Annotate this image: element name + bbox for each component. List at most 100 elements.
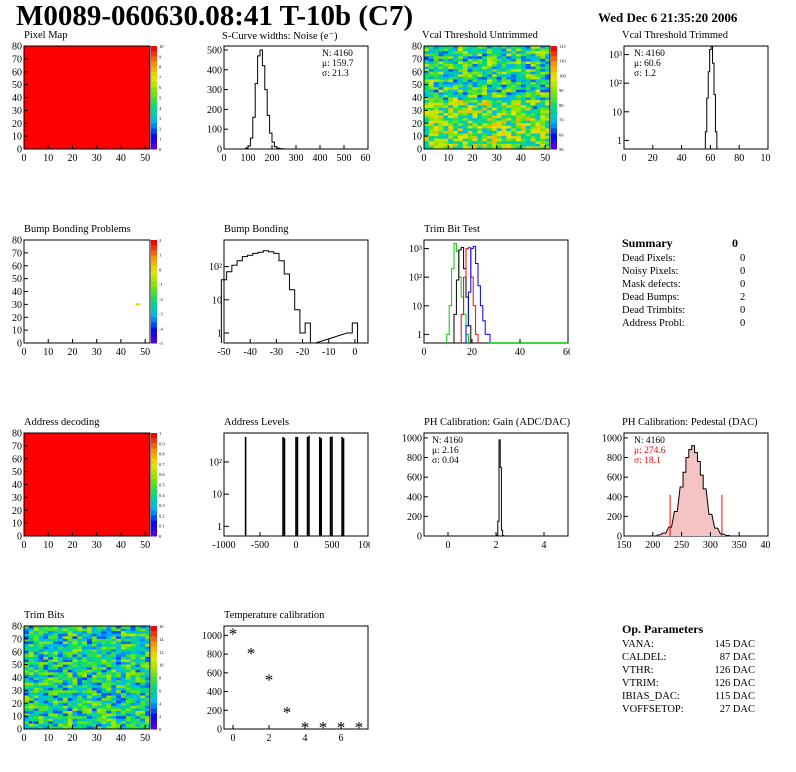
x-tick-label: 40: [116, 347, 126, 358]
heatmap-cell: [140, 651, 146, 655]
heatmap-cell: [24, 726, 30, 730]
heatmap-cell: [135, 641, 141, 645]
heatmap-cell: [48, 726, 54, 730]
heatmap-cell: [130, 672, 136, 676]
heatmap-cell: [506, 120, 512, 124]
panel-ph-pedestal: PH Calibration: Pedestal (DAC) 150 200 250…: [602, 417, 782, 551]
heatmap-cell: [506, 115, 512, 119]
heatmap-cell: [491, 107, 498, 111]
heatmap-cell: [33, 700, 39, 704]
heatmap-cell: [48, 667, 54, 671]
heatmap-cell: [516, 97, 522, 101]
y-tick-label: 1: [217, 522, 222, 533]
heatmap-cell: [516, 56, 522, 60]
heatmap-cell: [43, 721, 49, 725]
heatmap-cell: [453, 143, 459, 147]
heatmap-cell: [67, 651, 73, 655]
heatmap-cell: [540, 118, 546, 122]
heatmap-cell: [457, 143, 464, 147]
heatmap-cell: [516, 92, 522, 96]
panel-trim-bit-test: Trim Bit Test 020406011010²10³: [409, 224, 584, 358]
heatmap-cell: [101, 659, 107, 663]
heatmap-cell: [33, 626, 39, 629]
palette-cell: [151, 102, 157, 109]
heatmap-cell: [496, 105, 502, 109]
heatmap-cell: [525, 94, 532, 98]
heatmap-cell: [487, 79, 493, 83]
heatmap-cell: [424, 118, 430, 122]
x-tick-label: 20: [467, 347, 477, 358]
heatmap-cell: [28, 669, 35, 673]
summary-label: Address Probl:: [622, 318, 685, 329]
palette-cell: [151, 112, 157, 119]
plot-frame: [223, 239, 369, 344]
heatmap-cell: [82, 654, 88, 658]
heatmap-cell: [24, 713, 30, 717]
heatmap-cell: [520, 53, 527, 57]
heatmap-cell: [28, 656, 35, 660]
x-tick-label: 50: [140, 347, 150, 358]
heatmap-cell: [48, 695, 54, 699]
heatmap-cell: [140, 628, 146, 632]
heatmap-cell: [433, 105, 439, 109]
heatmap-cell: [38, 628, 44, 632]
heatmap-cell: [96, 718, 102, 722]
heatmap-cell: [130, 656, 136, 660]
heatmap-cell: [57, 703, 64, 707]
heatmap-cell: [525, 130, 532, 134]
heatmap-cell: [91, 705, 98, 709]
heatmap-cell: [77, 646, 83, 650]
heatmap-cell: [491, 61, 498, 65]
palette-cell: [551, 87, 557, 93]
heatmap-cell: [67, 698, 73, 702]
heatmap-cell: [24, 662, 30, 666]
heatmap-cell: [120, 713, 127, 717]
heatmap-cell: [443, 110, 449, 114]
heatmap-cell: [111, 667, 117, 671]
heatmap-cell: [67, 649, 73, 653]
panel-title: Address decoding: [24, 417, 100, 428]
heatmap-cell: [535, 105, 541, 109]
palette-tick-label: -3: [159, 312, 163, 317]
heatmap-cell: [462, 120, 469, 124]
heatmap-cell: [433, 115, 439, 119]
heatmap-cell: [57, 716, 64, 720]
heatmap-cell: [462, 102, 469, 106]
heatmap-cell: [116, 700, 122, 704]
heatmap-cell: [57, 695, 64, 699]
heatmap-cell: [145, 700, 151, 704]
heatmap-cell: [24, 698, 30, 702]
heatmap-cell: [482, 123, 488, 127]
heatmap-cell: [48, 631, 54, 635]
heatmap-cell: [482, 110, 488, 114]
heatmap-cell: [72, 626, 78, 629]
trim-bit-test-chart: 020406011010²10³: [409, 239, 570, 358]
heatmap-cell: [130, 682, 136, 686]
heatmap-cell: [501, 143, 507, 147]
heatmap-cell: [457, 74, 464, 78]
heatmap-cell: [448, 146, 454, 150]
heatmap-cell: [48, 680, 54, 684]
heatmap-cell: [540, 51, 546, 55]
heatmap-cell: [96, 656, 102, 660]
heatmap-cell: [462, 130, 469, 134]
heatmap-cell: [516, 66, 522, 70]
y-tick-label: 10²: [209, 262, 222, 273]
heatmap-cell: [457, 125, 464, 129]
heatmap-cell: [38, 700, 44, 704]
heatmap-cell: [501, 89, 507, 93]
heatmap-cell: [57, 672, 64, 676]
heatmap-cell: [535, 118, 541, 122]
heatmap-cell: [453, 128, 459, 132]
heatmap-cell: [487, 120, 493, 124]
heatmap-cell: [140, 710, 146, 714]
heatmap-cell: [91, 649, 98, 653]
heatmap-cell: [491, 125, 498, 129]
heatmap-cell: [101, 710, 107, 714]
heatmap-cell: [91, 713, 98, 717]
heatmap-cell: [477, 79, 483, 83]
heatmap-cell: [33, 690, 39, 694]
y-tick-label: 30: [12, 686, 22, 697]
heatmap-cell: [453, 107, 459, 111]
